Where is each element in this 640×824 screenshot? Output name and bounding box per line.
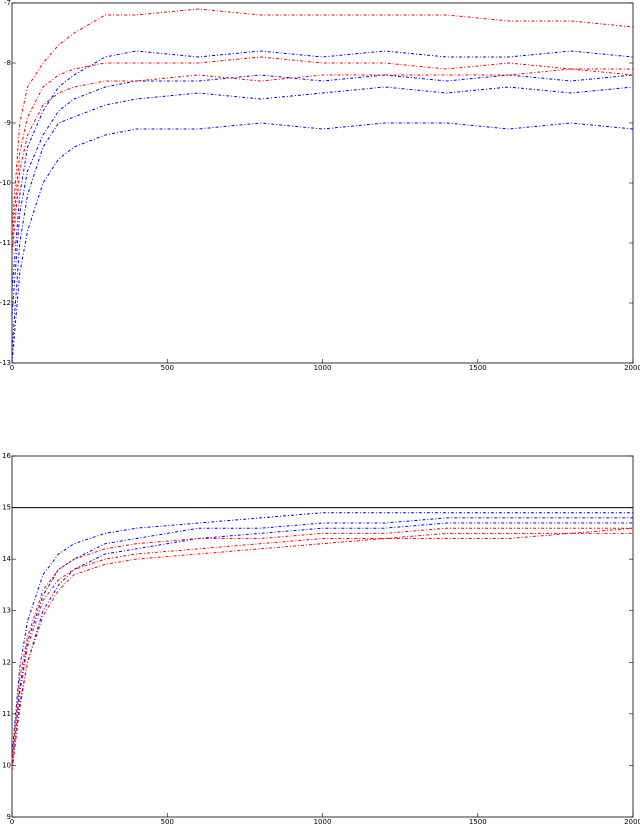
y-tick-label: -13 bbox=[0, 359, 11, 367]
y-tick-label: 12 bbox=[2, 658, 11, 666]
x-tick-label: 2000 bbox=[624, 818, 640, 824]
x-tick-label: 0 bbox=[10, 364, 14, 372]
series-line bbox=[11, 56, 633, 244]
y-tick-label: -8 bbox=[4, 59, 11, 67]
x-tick-label: 0 bbox=[10, 818, 14, 824]
series-line bbox=[11, 522, 633, 771]
x-tick-label: 500 bbox=[161, 364, 174, 372]
y-tick-label: -10 bbox=[0, 179, 11, 187]
plot-frame bbox=[11, 455, 634, 818]
y-tick-label: -7 bbox=[4, 0, 11, 7]
y-tick-label: 15 bbox=[2, 504, 11, 512]
y-tick-label: -11 bbox=[0, 239, 11, 247]
plot-frame bbox=[11, 2, 634, 364]
y-tick-label: -9 bbox=[4, 119, 11, 127]
y-tick-label: 11 bbox=[2, 710, 11, 718]
series-line bbox=[11, 8, 634, 232]
series-line bbox=[11, 527, 634, 766]
y-tick-label: 16 bbox=[2, 452, 11, 460]
y-tick-label: 14 bbox=[2, 555, 11, 563]
y-tick-label: 13 bbox=[2, 607, 11, 615]
x-tick-label: 1500 bbox=[469, 818, 487, 824]
series-line bbox=[11, 527, 633, 761]
series-line bbox=[11, 517, 633, 766]
x-tick-label: 1000 bbox=[314, 818, 332, 824]
x-tick-label: 2000 bbox=[624, 364, 640, 372]
x-tick-label: 1000 bbox=[314, 364, 332, 372]
y-tick-label: 10 bbox=[2, 761, 11, 769]
y-tick-label: 9 bbox=[7, 813, 11, 821]
x-tick-label: 500 bbox=[161, 818, 174, 824]
series-line bbox=[11, 122, 634, 364]
y-tick-label: -12 bbox=[0, 299, 11, 307]
series-line bbox=[11, 86, 634, 352]
x-tick-label: 1500 bbox=[469, 364, 487, 372]
series-line bbox=[11, 512, 633, 756]
series-line bbox=[11, 68, 634, 256]
series-line bbox=[11, 532, 633, 771]
series-line bbox=[11, 50, 634, 292]
series-line bbox=[11, 74, 634, 316]
